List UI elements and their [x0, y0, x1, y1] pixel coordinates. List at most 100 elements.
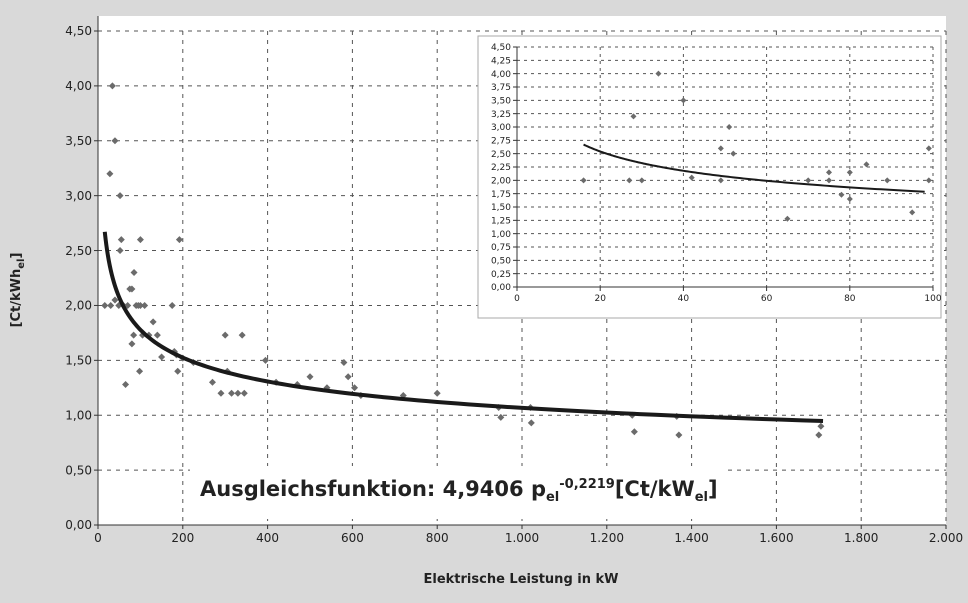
data-point [826, 169, 832, 176]
data-point [217, 389, 225, 397]
x-tick-label: 1.000 [505, 531, 539, 545]
y-tick-label: 3,50 [491, 96, 511, 106]
y-axis-title: [Ct/kWhel] [9, 253, 27, 328]
y-tick-label: 0,75 [491, 243, 511, 253]
main-y-ticks: 0,00 0,50 1,00 1,50 2,00 2,50 3,00 3,50 4,00 4,50 [65, 24, 98, 532]
data-point [863, 161, 870, 168]
x-axis-title: Elektrische Leistung in kW [424, 572, 619, 587]
y-tick-label: 4,50 [65, 24, 92, 38]
data-point [717, 177, 724, 184]
data-point [351, 384, 359, 392]
data-point [228, 389, 236, 397]
y-tick-label: 4,00 [491, 70, 511, 80]
data-point [925, 177, 932, 184]
data-point [128, 285, 136, 293]
data-point [730, 150, 737, 157]
data-point [240, 389, 248, 397]
y-tick-label: 3,75 [491, 83, 511, 93]
data-point [153, 331, 161, 339]
data-point [141, 301, 149, 309]
y-tick-label: 2,50 [491, 150, 511, 160]
y-tick-label: 4,50 [491, 43, 511, 53]
y-tick-label: 3,25 [491, 110, 511, 120]
data-point [655, 70, 662, 77]
data-point [174, 367, 182, 375]
data-point [726, 124, 733, 130]
y-tick-label: 1,25 [491, 216, 511, 226]
data-point [158, 353, 166, 361]
data-point [717, 145, 724, 152]
data-point [805, 177, 812, 184]
data-point [815, 431, 823, 439]
x-tick-label: 0 [514, 294, 520, 304]
data-point [909, 209, 916, 216]
data-point [136, 236, 144, 244]
y-tick-label: 4,00 [65, 79, 92, 93]
x-tick-label: 200 [171, 531, 194, 545]
data-point [630, 428, 638, 436]
y-tick-label: 1,75 [491, 190, 511, 200]
x-tick-label: 100 [924, 294, 941, 304]
data-point [340, 359, 348, 367]
data-point [116, 192, 124, 200]
y-tick-label: 2,75 [491, 136, 511, 146]
x-tick-label: 400 [256, 531, 279, 545]
data-point [838, 191, 845, 198]
x-tick-label: 1.800 [844, 531, 878, 545]
data-point [261, 356, 269, 364]
data-point [108, 82, 116, 90]
inset-scatter-points [580, 70, 932, 222]
data-point [306, 373, 314, 381]
data-point [527, 419, 535, 427]
y-tick-label: 3,00 [491, 123, 511, 133]
y-tick-label: 2,00 [65, 299, 92, 313]
data-point [122, 380, 130, 388]
main-fit-curve [102, 231, 824, 424]
x-tick-label: 60 [761, 294, 773, 304]
data-point [497, 413, 505, 421]
data-point [208, 378, 216, 386]
data-point [107, 301, 115, 309]
x-tick-label: 2.000 [929, 531, 963, 545]
data-point [136, 367, 144, 375]
y-tick-label: 2,00 [491, 176, 511, 186]
x-tick-label: 1.400 [674, 531, 708, 545]
inset-x-ticks: 0 20 40 60 80 100 [514, 287, 942, 304]
data-point [111, 137, 119, 145]
x-tick-label: 40 [678, 294, 690, 304]
x-tick-label: 1.200 [590, 531, 624, 545]
inset-fit-curve [583, 143, 925, 193]
main-x-ticks: 0 200 400 600 800 1.000 1.200 1.400 1.600 1.800 2.… [94, 525, 963, 545]
data-point [680, 97, 687, 104]
data-point [784, 215, 791, 222]
y-tick-label: 0,50 [491, 256, 511, 266]
x-tick-label: 1.600 [759, 531, 793, 545]
y-tick-label: 1,00 [65, 408, 92, 422]
data-point [128, 340, 136, 348]
data-point [175, 236, 183, 244]
x-tick-label: 600 [341, 531, 364, 545]
data-point [846, 169, 853, 176]
y-tick-label: 0,50 [65, 463, 92, 477]
y-tick-label: 3,00 [65, 189, 92, 203]
y-tick-label: 1,00 [491, 230, 511, 240]
data-point [925, 145, 932, 152]
data-point [688, 174, 695, 181]
data-point [130, 269, 138, 277]
y-tick-label: 3,50 [65, 134, 92, 148]
data-point [168, 301, 176, 309]
data-point [116, 247, 124, 255]
data-point [111, 296, 119, 304]
data-point [638, 177, 645, 184]
inset-frame [477, 35, 942, 319]
data-point [344, 373, 352, 381]
data-point [626, 177, 633, 184]
y-tick-label: 1,50 [491, 203, 511, 213]
y-tick-label: 2,50 [65, 244, 92, 258]
data-point [117, 236, 125, 244]
data-point [580, 177, 587, 184]
data-point [675, 431, 683, 439]
data-point [101, 301, 109, 309]
data-point [234, 389, 242, 397]
